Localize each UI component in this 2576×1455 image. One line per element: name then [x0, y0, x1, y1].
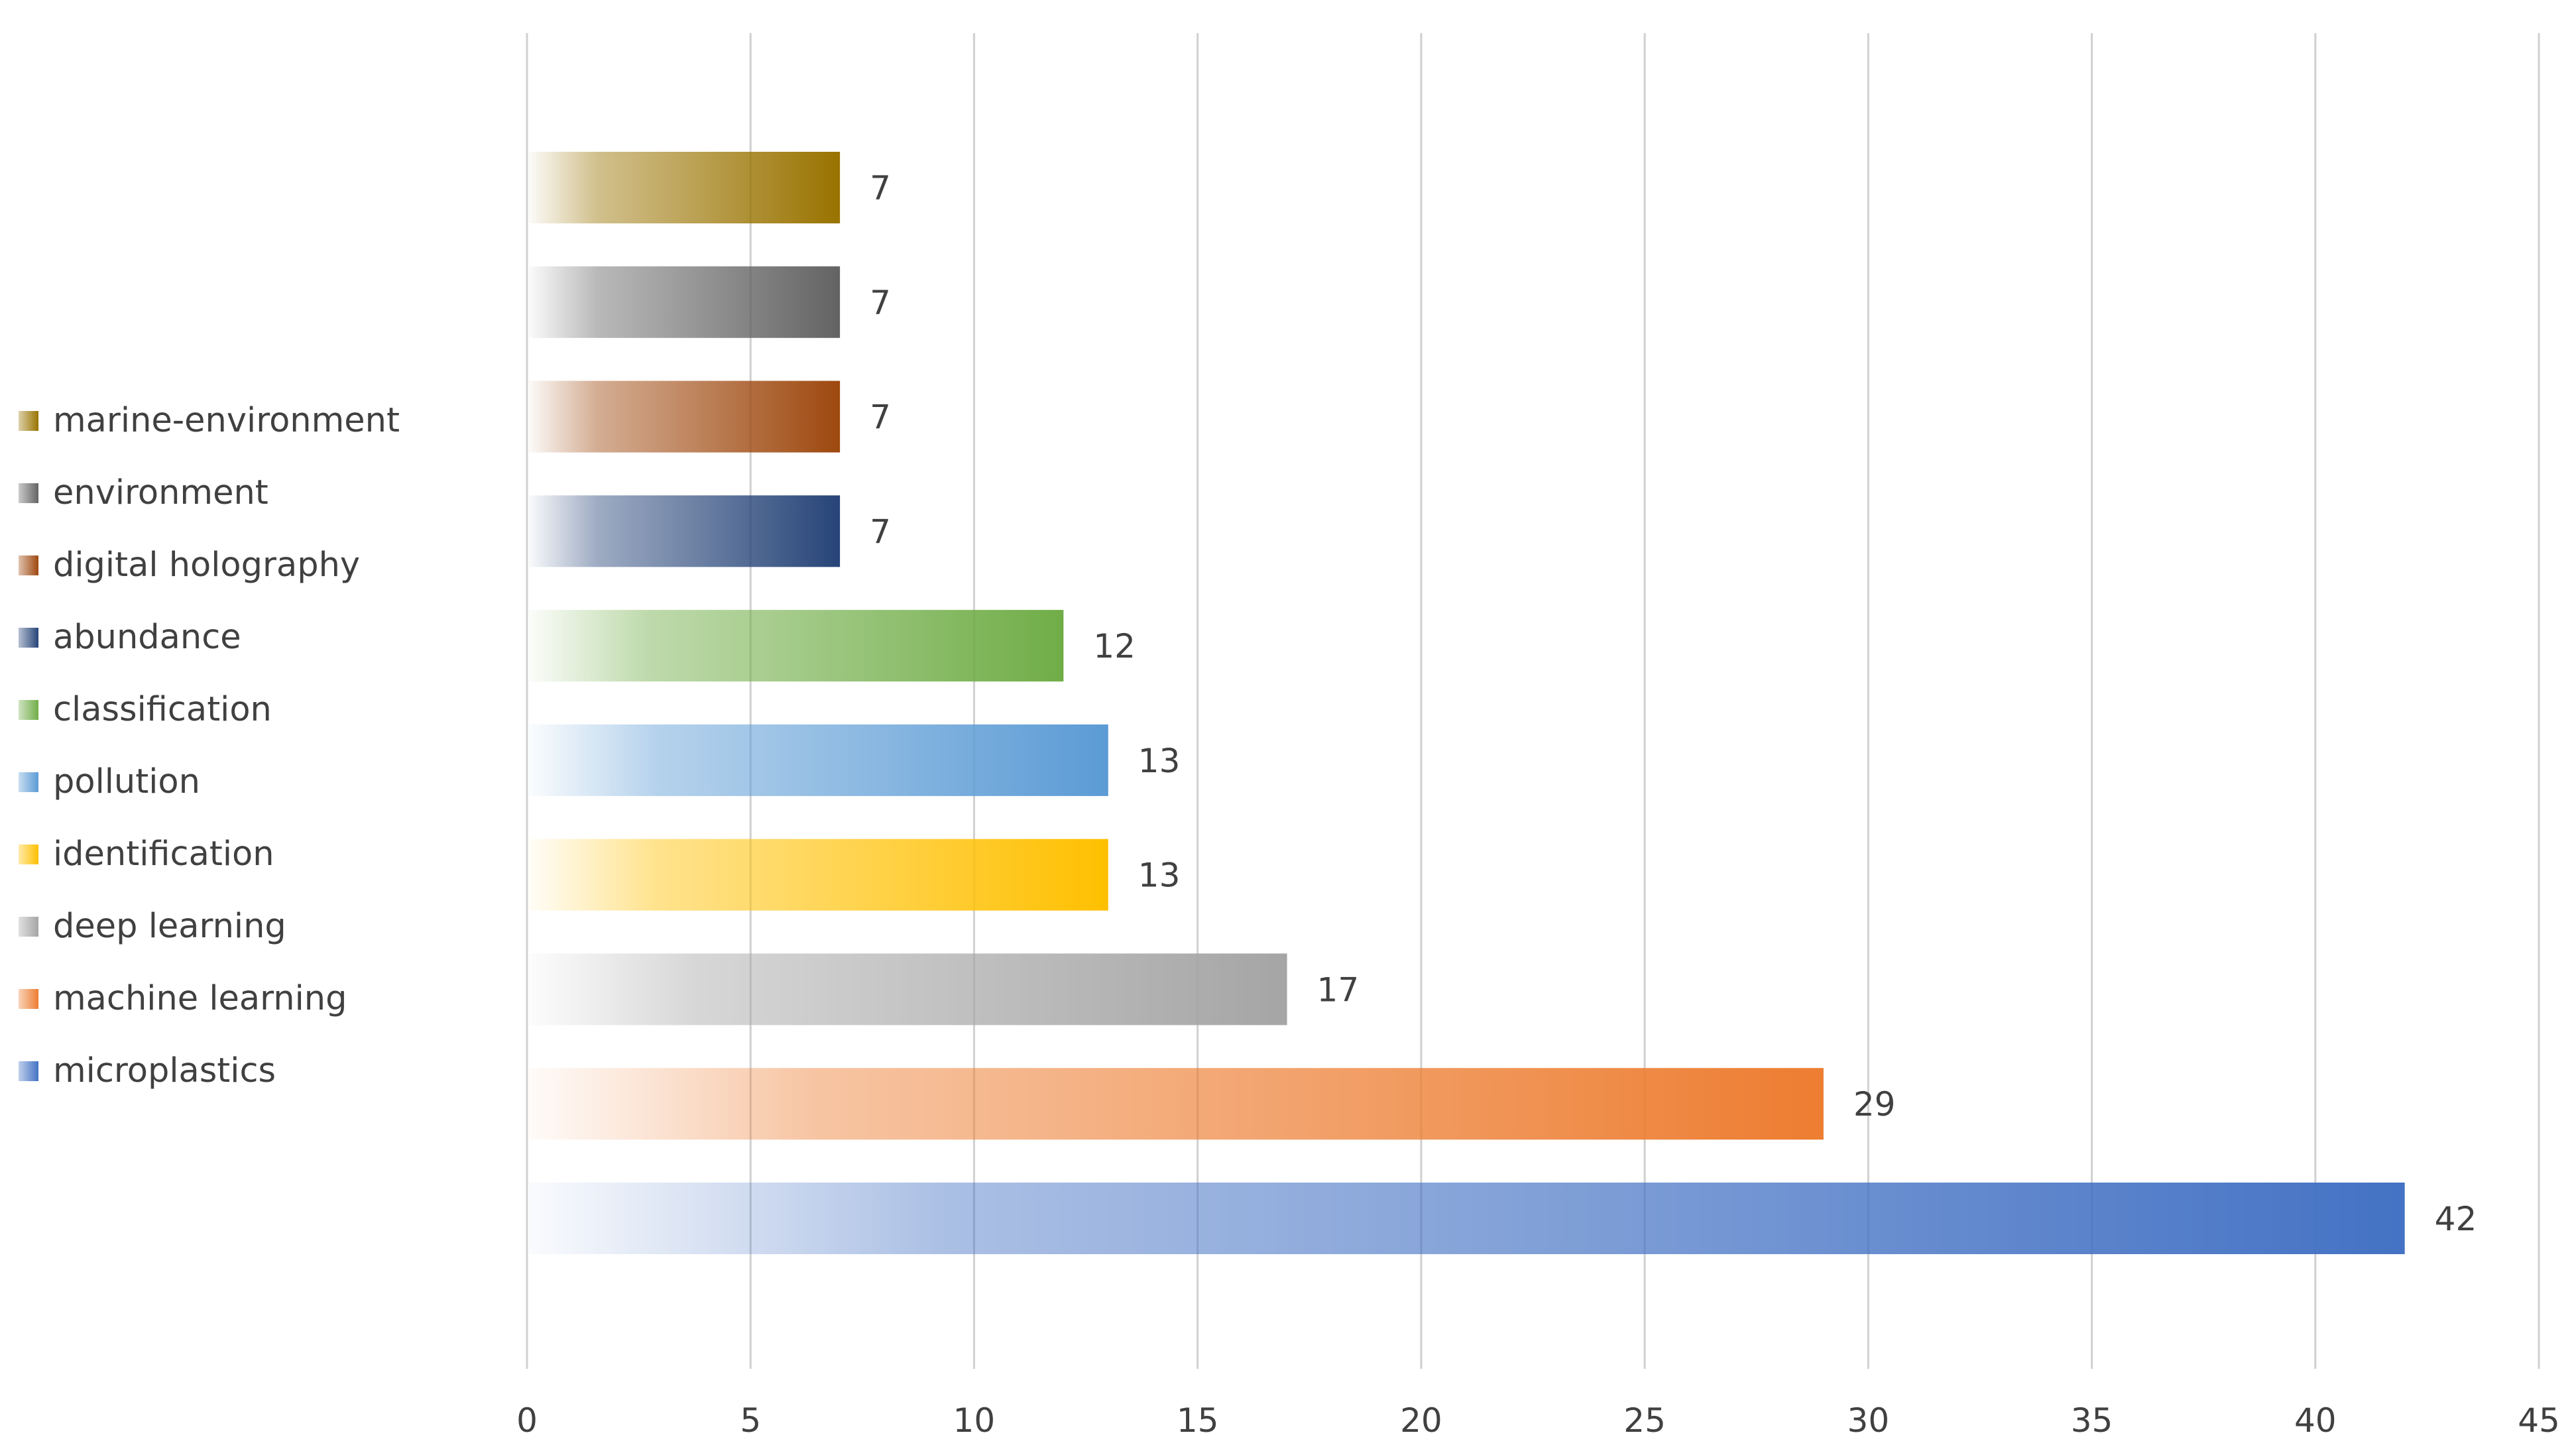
legend-label: microplastics	[53, 1051, 276, 1090]
legend-item-marine-environment: marine-environment	[19, 384, 400, 457]
legend-swatch	[19, 627, 38, 648]
legend-item-machine-learning: machine learning	[19, 962, 400, 1035]
legend-label: deep learning	[53, 907, 286, 946]
legend-label: environment	[53, 473, 268, 512]
legend-item-deep-learning: deep learning	[19, 890, 400, 962]
legend-swatch	[19, 483, 38, 503]
bar-pollution	[529, 724, 1108, 796]
bar-digital-holography	[529, 380, 841, 453]
x-tick-label-4: 20	[1400, 1401, 1442, 1440]
bars	[529, 152, 2405, 1254]
legend-item-microplastics: microplastics	[19, 1035, 400, 1107]
legend-label: classification	[53, 690, 272, 729]
bar-deep-learning	[529, 953, 1287, 1025]
legend-item-identification: identification	[19, 818, 400, 890]
x-tick-label-5: 25	[1623, 1401, 1666, 1440]
gridlines	[526, 33, 2540, 1369]
legend-label: machine learning	[53, 979, 347, 1018]
legend-item-abundance: abundance	[19, 601, 400, 673]
data-label-microplastics: 42	[2435, 1200, 2477, 1238]
x-tick-label-8: 40	[2294, 1401, 2337, 1440]
legend-item-pollution: pollution	[19, 746, 400, 818]
legend-label: digital holography	[53, 546, 361, 585]
bar-microplastics	[529, 1183, 2405, 1254]
legend-label: abundance	[53, 618, 241, 657]
x-tick-label-0: 0	[516, 1401, 538, 1440]
x-tick-label-3: 15	[1177, 1401, 1219, 1440]
legend-swatch	[19, 555, 38, 575]
x-tick-label-1: 5	[740, 1401, 761, 1440]
x-tick-label-9: 45	[2518, 1401, 2560, 1440]
legend-swatch	[19, 699, 38, 720]
legend: marine-environment environment digital hol…	[19, 384, 400, 1107]
x-tick-label-7: 35	[2071, 1401, 2113, 1440]
bar-machine-learning	[529, 1068, 1824, 1140]
bar-classification	[529, 610, 1064, 682]
legend-item-classification: classification	[19, 673, 400, 746]
data-label-environment: 7	[870, 284, 891, 322]
x-axis-tick-labels: 0 5 10 15 20 25 30 35 40 45	[516, 1401, 2560, 1440]
legend-swatch	[19, 1061, 38, 1081]
bar-environment	[529, 266, 841, 338]
bar-identification	[529, 839, 1108, 911]
x-tick-label-6: 30	[1847, 1401, 1890, 1440]
legend-swatch	[19, 844, 38, 864]
bar-abundance	[529, 495, 841, 567]
legend-swatch	[19, 410, 38, 431]
legend-label: identification	[53, 835, 274, 874]
data-label-classification: 12	[1093, 627, 1136, 666]
legend-label: marine-environment	[53, 401, 400, 440]
legend-swatch	[19, 916, 38, 937]
legend-swatch	[19, 772, 38, 792]
data-label-digital-holography: 7	[870, 398, 891, 437]
legend-label: pollution	[53, 762, 200, 801]
data-label-machine-learning: 29	[1853, 1085, 1896, 1124]
data-label-pollution: 13	[1138, 742, 1181, 780]
data-labels: 42 29 17 13 13 12 7 7 7 7	[870, 169, 2477, 1238]
legend-item-environment: environment	[19, 457, 400, 529]
data-label-identification: 13	[1138, 856, 1181, 895]
legend-item-digital-holography: digital holography	[19, 529, 400, 601]
data-label-marine-environment: 7	[870, 169, 891, 207]
bar-marine-environment	[529, 152, 841, 223]
data-label-deep-learning: 17	[1317, 970, 1360, 1009]
data-label-abundance: 7	[870, 512, 891, 551]
legend-swatch	[19, 988, 38, 1009]
x-tick-label-2: 10	[953, 1401, 996, 1440]
